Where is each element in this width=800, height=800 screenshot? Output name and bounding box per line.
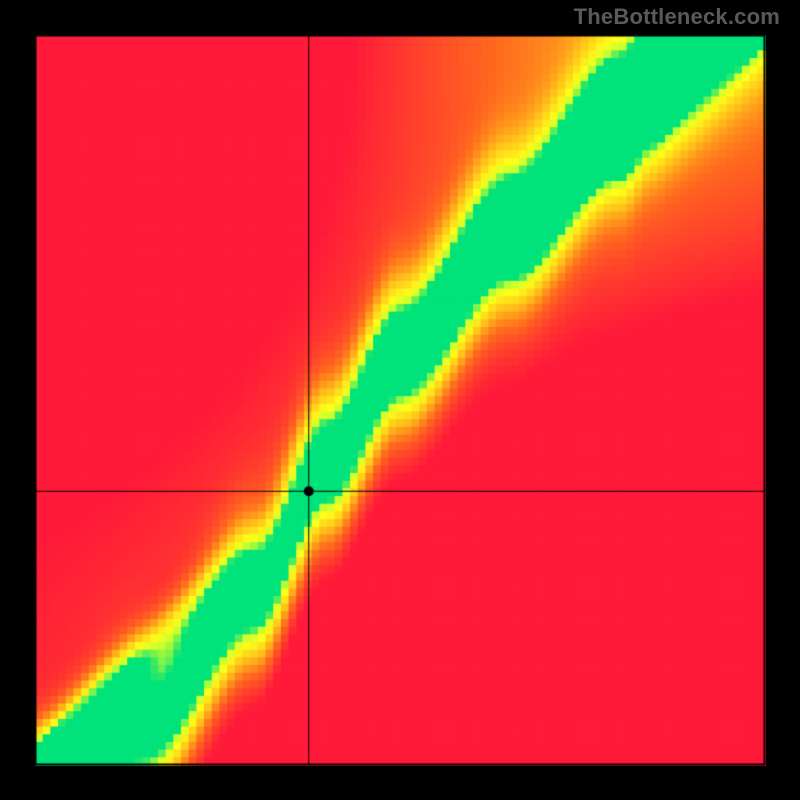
bottleneck-heatmap-canvas (0, 0, 800, 800)
watermark-text: TheBottleneck.com (574, 4, 780, 30)
figure-stage: TheBottleneck.com (0, 0, 800, 800)
